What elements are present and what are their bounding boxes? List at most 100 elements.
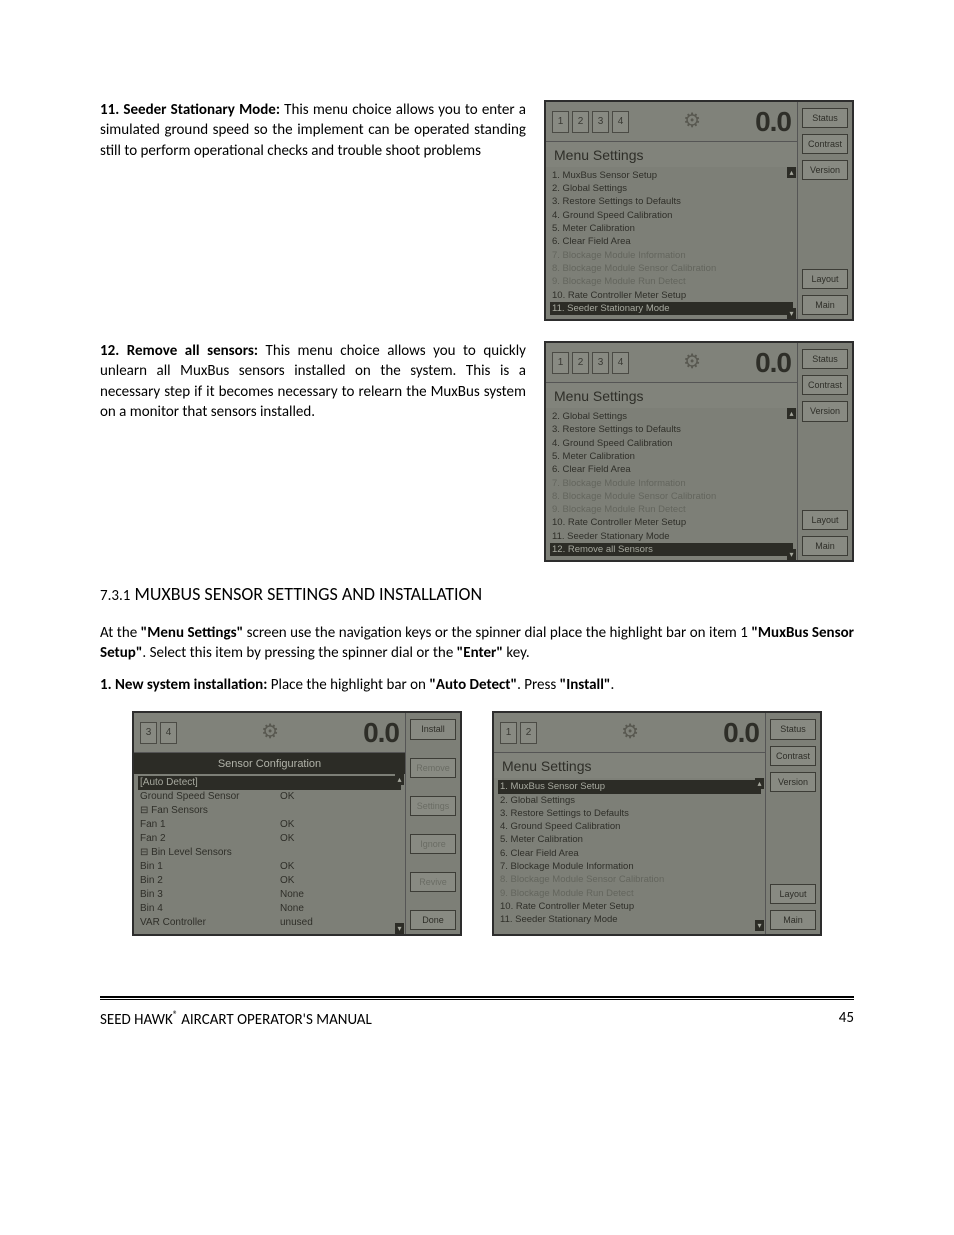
contrast-button[interactable]: Contrast [802, 375, 848, 395]
list-item[interactable]: 2. Global Settings [552, 182, 791, 195]
status-button[interactable]: Status [802, 108, 848, 128]
settings-button[interactable]: Settings [410, 796, 456, 816]
tab-3[interactable]: 3 [140, 722, 157, 744]
item-11-text: 11. Seeder Stationary Mode: This menu ch… [100, 100, 526, 309]
version-button[interactable]: Version [802, 160, 848, 180]
scroll-down-icon[interactable]: ▾ [787, 308, 796, 319]
list-item[interactable]: 12. Remove all Sensors [550, 543, 793, 556]
list-item[interactable]: 9. Blockage Module Run Detect [500, 887, 759, 900]
layout-button[interactable]: Layout [802, 510, 848, 530]
list-item[interactable]: Bin 3None [140, 888, 399, 902]
list-item[interactable]: 3. Restore Settings to Defaults [500, 807, 759, 820]
scroll-up-icon[interactable]: ▴ [787, 408, 796, 419]
status-button[interactable]: Status [770, 719, 816, 739]
main-button[interactable]: Main [802, 295, 848, 315]
list-item[interactable]: 9. Blockage Module Run Detect [552, 503, 791, 516]
list-item[interactable]: Bin 2OK [140, 874, 399, 888]
screenshot-12: 1 2 3 4 ⚙ 0.0 Menu Settings ▴ ▾ 2. Globa… [544, 341, 854, 562]
list-item[interactable]: 3. Restore Settings to Defaults [552, 423, 791, 436]
list-item[interactable]: 11. Seeder Stationary Mode [552, 530, 791, 543]
version-button[interactable]: Version [770, 772, 816, 792]
list-item[interactable]: 8. Blockage Module Sensor Calibration [552, 262, 791, 275]
list-item[interactable]: 3. Restore Settings to Defaults [552, 195, 791, 208]
layout-button[interactable]: Layout [802, 269, 848, 289]
list-item[interactable]: 7. Blockage Module Information [552, 477, 791, 490]
list-item[interactable]: 11. Seeder Stationary Mode [500, 913, 759, 926]
scroll-down-icon[interactable]: ▾ [787, 549, 796, 560]
list-item[interactable]: 8. Blockage Module Sensor Calibration [552, 490, 791, 503]
section-para-2: 1. New system installation: Place the hi… [100, 675, 854, 695]
tab-3[interactable]: 3 [592, 352, 609, 374]
lcd-3: 3 4 ⚙ 0.0 Sensor Configuration ▴ ▾ [Auto… [132, 711, 462, 936]
scroll-up-icon[interactable]: ▴ [755, 778, 764, 789]
list-item[interactable]: ⊟ Fan Sensors [140, 804, 399, 818]
done-button[interactable]: Done [410, 910, 456, 930]
list-item[interactable]: Fan 1OK [140, 818, 399, 832]
list-item[interactable]: Bin 1OK [140, 860, 399, 874]
install-button[interactable]: Install [410, 719, 456, 739]
list-item[interactable]: 5. Meter Calibration [552, 222, 791, 235]
contrast-button[interactable]: Contrast [802, 134, 848, 154]
lcd-4-value: 0.0 [723, 714, 759, 752]
lcd-4-list: ▴ ▾ 1. MuxBus Sensor Setup2. Global Sett… [494, 778, 765, 930]
version-button[interactable]: Version [802, 401, 848, 421]
ignore-button[interactable]: Ignore [410, 834, 456, 854]
list-item[interactable]: 10. Rate Controller Meter Setup [552, 516, 791, 529]
list-item[interactable]: 6. Clear Field Area [552, 235, 791, 248]
main-button[interactable]: Main [770, 910, 816, 930]
list-item[interactable]: 1. MuxBus Sensor Setup [552, 169, 791, 182]
list-item[interactable]: 6. Clear Field Area [552, 463, 791, 476]
list-item[interactable]: ⊟ Bin Level Sensors [140, 846, 399, 860]
list-item[interactable]: 7. Blockage Module Information [552, 249, 791, 262]
list-item[interactable]: 1. MuxBus Sensor Setup [498, 780, 761, 793]
scroll-up-icon[interactable]: ▴ [395, 774, 404, 785]
tab-4[interactable]: 4 [160, 722, 177, 744]
lcd-4: 1 2 ⚙ 0.0 Menu Settings ▴ ▾ 1. MuxBus Se… [492, 711, 822, 936]
lcd-2: 1 2 3 4 ⚙ 0.0 Menu Settings ▴ ▾ 2. Globa… [544, 341, 854, 562]
revive-button[interactable]: Revive [410, 872, 456, 892]
list-item[interactable]: 6. Clear Field Area [500, 847, 759, 860]
tab-1[interactable]: 1 [552, 352, 569, 374]
list-item[interactable]: 7. Blockage Module Information [500, 860, 759, 873]
list-item[interactable]: 10. Rate Controller Meter Setup [552, 289, 791, 302]
gear-icon: ⚙ [683, 108, 701, 135]
layout-button[interactable]: Layout [770, 884, 816, 904]
list-item[interactable]: 5. Meter Calibration [500, 833, 759, 846]
scroll-up-icon[interactable]: ▴ [787, 167, 796, 178]
tab-4[interactable]: 4 [612, 352, 629, 374]
list-item[interactable]: 9. Blockage Module Run Detect [552, 275, 791, 288]
list-item[interactable]: 2. Global Settings [500, 794, 759, 807]
lcd-1-top: 1 2 3 4 ⚙ 0.0 [546, 102, 797, 142]
contrast-button[interactable]: Contrast [770, 746, 816, 766]
remove-button[interactable]: Remove [410, 758, 456, 778]
item-11-title: Seeder Stationary Mode: [123, 101, 280, 119]
tab-2[interactable]: 2 [572, 111, 589, 133]
tab-2[interactable]: 2 [520, 722, 537, 744]
tab-2[interactable]: 2 [572, 352, 589, 374]
tab-1[interactable]: 1 [552, 111, 569, 133]
list-item[interactable]: 8. Blockage Module Sensor Calibration [500, 873, 759, 886]
tab-3[interactable]: 3 [592, 111, 609, 133]
list-item[interactable]: 11. Seeder Stationary Mode [550, 302, 793, 315]
list-item[interactable]: [Auto Detect] [138, 776, 401, 790]
list-item[interactable]: 2. Global Settings [552, 410, 791, 423]
list-item[interactable]: 4. Ground Speed Calibration [500, 820, 759, 833]
scroll-down-icon[interactable]: ▾ [395, 923, 404, 934]
list-item[interactable]: VAR Controllerunused [140, 916, 399, 930]
item-12-text: 12. Remove all sensors: This menu choice… [100, 341, 526, 550]
main-button[interactable]: Main [802, 536, 848, 556]
lcd-3-value: 0.0 [363, 714, 399, 752]
list-item[interactable]: 4. Ground Speed Calibration [552, 437, 791, 450]
item-12-num: 12. [100, 342, 119, 360]
tab-1[interactable]: 1 [500, 722, 517, 744]
tab-4[interactable]: 4 [612, 111, 629, 133]
list-item[interactable]: 4. Ground Speed Calibration [552, 209, 791, 222]
scroll-down-icon[interactable]: ▾ [755, 920, 764, 931]
list-item[interactable]: Bin 4None [140, 902, 399, 916]
list-item[interactable]: Ground Speed SensorOK [140, 790, 399, 804]
lcd-3-list: ▴ ▾ [Auto Detect]Ground Speed SensorOK⊟ … [134, 774, 405, 934]
list-item[interactable]: Fan 2OK [140, 832, 399, 846]
status-button[interactable]: Status [802, 349, 848, 369]
list-item[interactable]: 5. Meter Calibration [552, 450, 791, 463]
list-item[interactable]: 10. Rate Controller Meter Setup [500, 900, 759, 913]
